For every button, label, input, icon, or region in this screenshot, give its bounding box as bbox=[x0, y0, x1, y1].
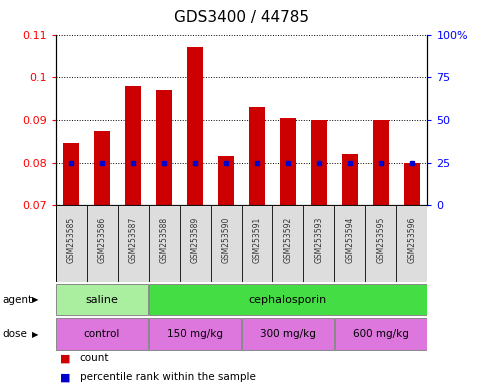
Text: GSM253590: GSM253590 bbox=[222, 217, 230, 263]
Text: cephalosporin: cephalosporin bbox=[249, 295, 327, 305]
Bar bbox=[242, 318, 334, 350]
Bar bbox=[63, 144, 79, 205]
Bar bbox=[187, 47, 203, 205]
Bar bbox=[249, 107, 265, 205]
Bar bbox=[404, 163, 420, 205]
Text: control: control bbox=[84, 329, 120, 339]
Text: ▶: ▶ bbox=[31, 295, 38, 304]
Bar bbox=[149, 284, 427, 315]
Text: 600 mg/kg: 600 mg/kg bbox=[353, 329, 409, 339]
Text: GSM253589: GSM253589 bbox=[190, 217, 199, 263]
Text: GSM253588: GSM253588 bbox=[159, 217, 169, 263]
Text: GSM253585: GSM253585 bbox=[67, 217, 75, 263]
Bar bbox=[373, 120, 389, 205]
Bar bbox=[280, 118, 296, 205]
Bar bbox=[335, 318, 427, 350]
Text: ▶: ▶ bbox=[31, 329, 38, 339]
Bar bbox=[311, 120, 327, 205]
Text: percentile rank within the sample: percentile rank within the sample bbox=[80, 372, 256, 382]
Text: GDS3400 / 44785: GDS3400 / 44785 bbox=[174, 10, 309, 25]
Bar bbox=[125, 86, 141, 205]
Text: GSM253596: GSM253596 bbox=[408, 217, 416, 263]
Bar bbox=[56, 318, 148, 350]
Text: saline: saline bbox=[85, 295, 118, 305]
Text: agent: agent bbox=[2, 295, 32, 305]
Text: dose: dose bbox=[2, 329, 28, 339]
Text: GSM253587: GSM253587 bbox=[128, 217, 138, 263]
Bar bbox=[149, 318, 241, 350]
Bar bbox=[156, 90, 172, 205]
Text: ■: ■ bbox=[60, 372, 71, 382]
Bar bbox=[56, 284, 148, 315]
Text: count: count bbox=[80, 353, 109, 363]
Text: GSM253591: GSM253591 bbox=[253, 217, 261, 263]
Text: GSM253595: GSM253595 bbox=[376, 217, 385, 263]
Text: GSM253586: GSM253586 bbox=[98, 217, 107, 263]
Bar bbox=[94, 131, 110, 205]
Text: GSM253592: GSM253592 bbox=[284, 217, 293, 263]
Text: GSM253593: GSM253593 bbox=[314, 217, 324, 263]
Text: 150 mg/kg: 150 mg/kg bbox=[167, 329, 223, 339]
Bar bbox=[342, 154, 358, 205]
Text: 300 mg/kg: 300 mg/kg bbox=[260, 329, 316, 339]
Text: ■: ■ bbox=[60, 353, 71, 363]
Text: GSM253594: GSM253594 bbox=[345, 217, 355, 263]
Bar bbox=[218, 156, 234, 205]
